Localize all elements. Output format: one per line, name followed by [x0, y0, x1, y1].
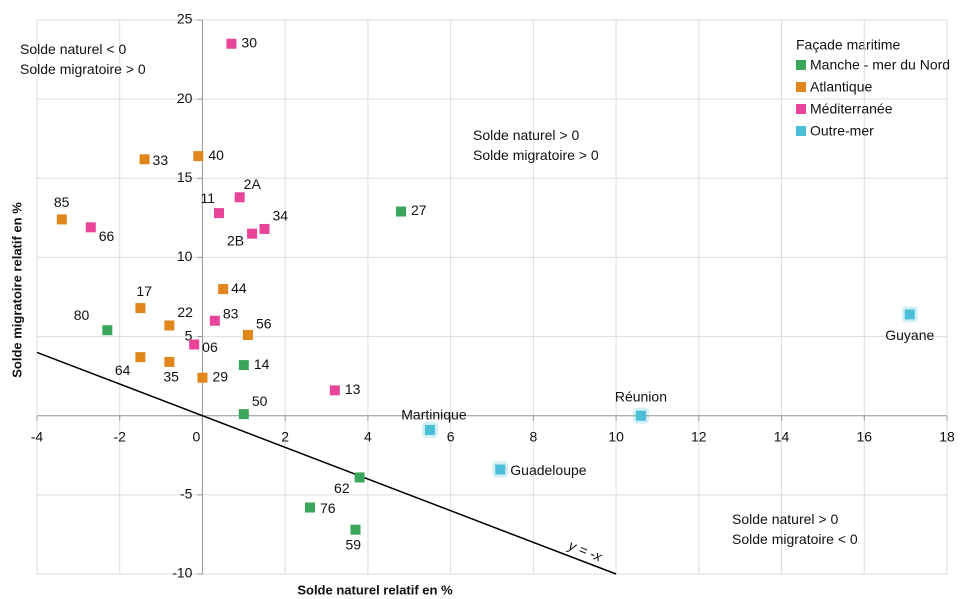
- point-label: 11: [200, 190, 215, 206]
- x-tick-label: 8: [529, 428, 537, 444]
- y-tick-label: -10: [172, 565, 192, 581]
- y-tick-label: 20: [177, 90, 193, 106]
- y-tick-label: -5: [180, 486, 193, 502]
- marker: [135, 352, 146, 363]
- marker: [396, 206, 406, 217]
- marker: [424, 424, 435, 435]
- x-tick-label: -2: [114, 428, 127, 444]
- marker: [238, 360, 249, 371]
- point-label: 27: [411, 202, 427, 218]
- marker: [193, 151, 204, 162]
- y-axis-label: Solde migratoire relatif en %: [9, 202, 24, 378]
- marker: [234, 192, 245, 203]
- legend-label: Atlantique: [810, 79, 872, 95]
- x-tick-label: 4: [364, 428, 372, 444]
- point-label: 80: [74, 307, 90, 323]
- point-label: 13: [345, 381, 361, 397]
- legend-title: Façade maritime: [796, 37, 900, 53]
- marker: [247, 228, 258, 239]
- legend-label: Méditerranée: [810, 101, 893, 117]
- x-tick-label: 6: [447, 428, 455, 444]
- y-tick-label: 15: [177, 169, 193, 185]
- marker: [135, 303, 146, 314]
- point-label: Guyane: [885, 327, 934, 343]
- y-tick-label: 25: [177, 11, 193, 27]
- marker: [85, 222, 96, 233]
- marker: [139, 154, 150, 165]
- point-label: 40: [208, 147, 224, 163]
- marker: [164, 320, 175, 331]
- marker: [305, 502, 315, 513]
- legend-swatch: [796, 126, 806, 136]
- point-label: Guadeloupe: [510, 462, 587, 478]
- reference-line: [36, 351, 617, 575]
- point-label: 22: [177, 304, 193, 320]
- annotation: Solde naturel > 0 Solde migratoire > 0: [473, 127, 599, 163]
- marker: [495, 464, 506, 475]
- point-label: 2B: [227, 232, 244, 248]
- marker: [238, 409, 249, 420]
- marker: [329, 385, 340, 396]
- marker: [209, 315, 220, 326]
- point-label: 33: [153, 152, 169, 168]
- marker: [350, 524, 361, 535]
- marker: [56, 214, 67, 225]
- marker: [226, 38, 237, 49]
- x-tick-label: 14: [774, 428, 790, 444]
- marker: [218, 284, 229, 295]
- x-tick-label: 16: [856, 428, 872, 444]
- point-label: 64: [115, 362, 131, 378]
- point-label: 29: [212, 368, 228, 384]
- point-label: 34: [273, 208, 289, 224]
- marker: [904, 309, 915, 320]
- annotation: Solde naturel > 0 Solde migratoire < 0: [732, 511, 858, 547]
- marker: [189, 339, 200, 350]
- point-label: 85: [54, 194, 70, 210]
- point-label: 2A: [244, 176, 262, 192]
- legend-label: Outre-mer: [810, 123, 874, 139]
- marker: [164, 356, 175, 367]
- legend-swatch: [796, 82, 806, 92]
- point-label: Réunion: [615, 388, 667, 404]
- marker: [635, 410, 646, 421]
- reference-line-label: y = -x: [566, 537, 606, 566]
- point-label: 06: [202, 339, 218, 355]
- point-label: Martinique: [401, 407, 467, 423]
- point-label: 50: [252, 393, 268, 409]
- y-tick-label: 10: [177, 248, 193, 264]
- annotation: Solde naturel < 0 Solde migratoire > 0: [20, 41, 146, 77]
- x-tick-label: 0: [193, 428, 201, 444]
- x-tick-label: 18: [939, 428, 955, 444]
- point-label: 66: [99, 228, 115, 244]
- legend-label: Manche - mer du Nord: [810, 57, 950, 73]
- marker: [354, 472, 365, 483]
- point-label: 44: [231, 280, 247, 296]
- marker: [259, 223, 270, 234]
- point-label: 59: [346, 536, 362, 552]
- x-tick-label: 12: [691, 428, 707, 444]
- point-label: 30: [241, 34, 257, 50]
- y-tick-label: 5: [185, 327, 193, 343]
- point-label: 14: [254, 356, 270, 372]
- marker: [102, 325, 113, 336]
- x-tick-label: 2: [281, 428, 289, 444]
- marker: [214, 208, 224, 219]
- x-tick-label: -4: [31, 428, 44, 444]
- point-label: 56: [256, 316, 272, 332]
- point-label: 76: [320, 500, 336, 516]
- point-label: 17: [136, 283, 152, 299]
- point-label: 83: [223, 305, 239, 321]
- marker: [197, 372, 208, 383]
- legend-swatch: [796, 60, 806, 70]
- legend-swatch: [796, 104, 806, 114]
- x-tick-label: 10: [608, 428, 624, 444]
- marker: [242, 329, 253, 340]
- point-label: 35: [163, 369, 179, 385]
- point-label: 62: [334, 480, 350, 496]
- x-axis-label: Solde naturel relatif en %: [297, 582, 453, 597]
